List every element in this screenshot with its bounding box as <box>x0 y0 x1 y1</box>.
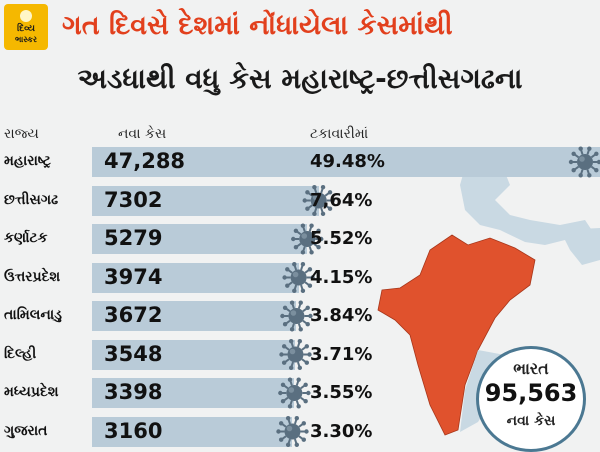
state-label: ગુજરાત <box>4 422 48 439</box>
state-label: ઉત્તરપ્રદેશ <box>4 268 61 285</box>
cases-value-label: 3398 <box>104 380 163 404</box>
percent-label: 3.55% <box>310 382 373 403</box>
total-label-bottom: નવા કેસ <box>506 413 556 429</box>
bar <box>92 262 299 293</box>
percent-label: 5.52% <box>310 228 373 249</box>
logo-line1: દિવ્ય <box>17 24 35 34</box>
state-label: મધ્યપ્રદેશ <box>4 384 59 400</box>
state-label: મહારાષ્ટ્ર <box>4 153 51 169</box>
cases-value-label: 3160 <box>104 418 163 443</box>
percent-label: 4.15% <box>310 266 373 288</box>
percent-label: 7,64% <box>310 189 373 211</box>
bar <box>92 301 297 331</box>
percent-label: 3.71% <box>310 343 373 365</box>
header-percent: ટકાવારીમાં <box>310 126 369 142</box>
bar <box>92 147 600 177</box>
percent-label: 49.48% <box>310 151 385 172</box>
map-highlight-region <box>377 234 536 436</box>
total-label-top: ભારત <box>513 359 549 378</box>
cases-value-label: 3672 <box>104 303 163 327</box>
percent-label: 3.84% <box>310 305 373 326</box>
state-label: તામિલનાડુ <box>4 307 62 323</box>
bar <box>92 416 293 447</box>
sun-icon <box>20 10 32 22</box>
state-label: કર્ણાટક <box>4 230 48 246</box>
headline-line1: ગત દિવસે દેશમાં નોંધાયેલા કેસમાંથી <box>62 10 453 41</box>
cases-value-label: 7302 <box>104 187 163 212</box>
percent-label: 3.30% <box>310 420 373 442</box>
cases-value-label: 3974 <box>104 264 163 289</box>
header-state: રાજ્ય <box>4 126 39 142</box>
cases-value-label: 47,288 <box>104 149 186 173</box>
headline-line2: અડધાથી વધુ કેસ મહારાષ્ટ્ર-છત્તીસગઢના <box>77 62 523 95</box>
bar <box>92 378 295 408</box>
brand-logo: દિવ્ય ભાસ્કર <box>4 4 48 50</box>
bar <box>92 224 308 254</box>
total-cases-badge: ભારત 95,563 નવા કેસ <box>476 346 586 452</box>
state-label: છત્તીસગઢ <box>4 191 59 208</box>
header-cases: નવા કેસ <box>118 126 167 142</box>
state-label: દિલ્હી <box>4 345 37 362</box>
logo-line2: ભાસ્કર <box>14 35 38 44</box>
map-northeast-region <box>560 228 600 265</box>
bar <box>92 339 296 370</box>
cases-value-label: 3548 <box>104 341 163 366</box>
total-value: 95,563 <box>484 379 578 407</box>
cases-value-label: 5279 <box>104 226 163 250</box>
bar <box>92 185 319 216</box>
